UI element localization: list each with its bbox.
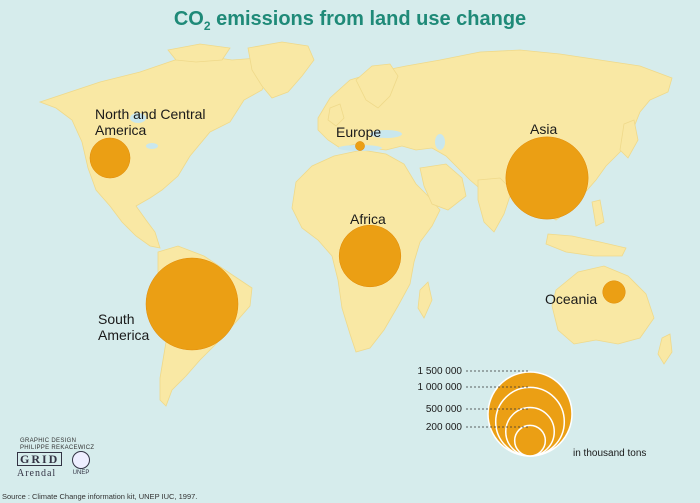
grid-arendal-logo: GRID Arendal <box>17 452 63 479</box>
source-note: Source : Climate Change information kit,… <box>2 492 198 501</box>
landmass-indonesia <box>545 233 627 257</box>
landmass-australia <box>551 265 655 345</box>
landmass-new-zealand <box>657 333 673 365</box>
legend-label-2: 500 000 <box>426 404 463 415</box>
map-title: CO2 emissions from land use change <box>173 8 527 33</box>
label-oceania: Oceania <box>545 291 597 307</box>
credit-line-1: GRAPHIC DESIGN <box>20 438 77 444</box>
landmass-japan <box>619 119 639 159</box>
credit-line-2: PHILIPPE REKACEWICZ <box>20 445 95 451</box>
lake-hudson <box>130 113 146 123</box>
unep-emblem-icon <box>72 451 90 469</box>
lake-great-lakes <box>146 143 158 149</box>
bubble-north-and-central-america <box>89 137 131 179</box>
lake-caspian <box>435 134 445 150</box>
legend-circle-3 <box>513 424 547 457</box>
landmass-scandinavia <box>355 63 399 109</box>
legend-label-1: 1 000 000 <box>418 382 463 393</box>
grid-logo-text: GRID <box>17 452 63 466</box>
landmass-greenland <box>247 41 315 99</box>
unep-logo: UNEP <box>68 451 94 476</box>
label-asia: Asia <box>530 121 557 137</box>
bubble-asia <box>505 136 589 220</box>
bubble-africa <box>338 224 402 288</box>
landmass-philippines <box>591 199 605 227</box>
landmass-uk <box>327 103 345 127</box>
design-credit: GRAPHIC DESIGN PHILIPPE REKACEWICZ <box>20 438 94 452</box>
label-north-and-central-america: North and Central America <box>95 106 206 138</box>
legend-unit: in thousand tons <box>573 448 646 459</box>
bubble-south-america <box>145 257 239 351</box>
lake-black-sea <box>370 130 402 138</box>
landmass-madagascar <box>417 281 433 319</box>
landmass-india <box>477 177 513 233</box>
unep-logo-text: UNEP <box>72 470 90 476</box>
legend-label-3: 200 000 <box>426 422 463 433</box>
arendal-logo-text: Arendal <box>17 468 57 479</box>
bubble-europe <box>355 141 365 151</box>
label-africa: Africa <box>350 211 386 227</box>
label-south-america: South America <box>98 311 150 343</box>
landmass-arctic-islands <box>167 43 231 63</box>
bubble-oceania <box>602 280 626 304</box>
legend-label-0: 1 500 000 <box>418 366 463 377</box>
landmass-north-america <box>38 55 273 249</box>
landmass-arabia <box>419 163 467 211</box>
label-europe: Europe <box>336 124 381 140</box>
